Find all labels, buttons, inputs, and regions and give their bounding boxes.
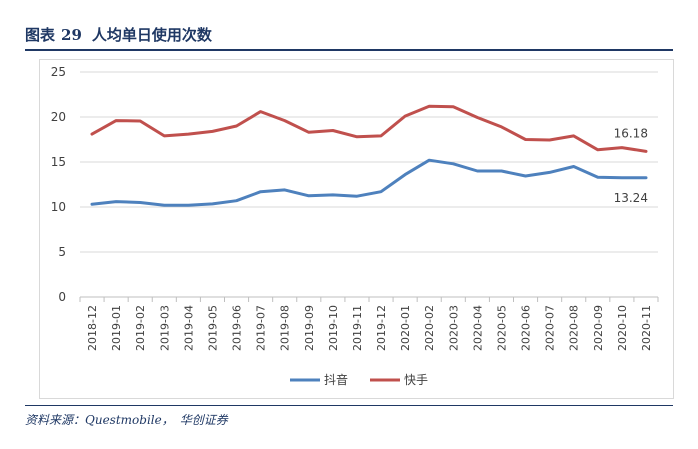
x-tick-label: 2020-05 (495, 305, 508, 351)
y-tick-label: 15 (51, 155, 66, 169)
x-tick-label: 2020-08 (568, 305, 581, 351)
x-tick-label: 2019-05 (206, 305, 219, 351)
figure-number: 29 (61, 26, 82, 44)
x-tick-label: 2019-09 (303, 305, 316, 351)
figure-caption: 人均单日使用次数 (91, 26, 212, 44)
x-tick-label: 2020-11 (640, 305, 653, 351)
x-tick-label: 2019-11 (351, 305, 364, 351)
y-tick-label: 0 (58, 290, 66, 304)
x-tick-label: 2020-04 (471, 305, 484, 351)
legend-label: 抖音 (324, 372, 348, 387)
title-rule (25, 49, 673, 51)
x-tick-label: 2020-02 (423, 305, 436, 351)
y-tick-label: 5 (58, 245, 66, 259)
x-tick-label: 2020-06 (520, 305, 533, 351)
figure-title: 图表 29 人均单日使用次数 (25, 24, 212, 45)
chart-frame (39, 59, 674, 399)
y-tick-label: 25 (51, 65, 66, 79)
series-line-1 (90, 158, 648, 207)
data-label: 16.18 (614, 126, 648, 140)
y-tick-label: 20 (51, 110, 66, 124)
x-tick-label: 2018-12 (86, 305, 99, 351)
figure-label: 图表 (25, 26, 56, 44)
x-tick-label: 2019-12 (375, 305, 388, 351)
x-tick-label: 2019-10 (327, 305, 340, 351)
series-line-2 (90, 104, 648, 153)
x-tick-label: 2020-01 (399, 305, 412, 351)
source-rule (25, 405, 673, 406)
x-tick-label: 2019-07 (255, 305, 268, 351)
data-label: 13.24 (614, 191, 648, 205)
x-tick-label: 2020-09 (592, 305, 605, 351)
x-tick-label: 2020-07 (544, 305, 557, 351)
source-text: Questmobile， (85, 413, 174, 427)
source-org: 华创证券 (179, 413, 228, 427)
x-tick-label: 2019-04 (182, 305, 195, 351)
source-note: 资料来源：Questmobile， 华创证券 (25, 411, 228, 428)
x-tick-label: 2019-03 (158, 305, 171, 351)
legend-label: 快手 (404, 373, 428, 387)
x-tick-label: 2019-01 (110, 305, 123, 351)
source-label: 资料来源： (25, 413, 86, 427)
x-tick-label: 2020-03 (447, 305, 460, 351)
x-tick-label: 2019-06 (231, 305, 244, 351)
y-tick-label: 10 (51, 200, 66, 214)
x-tick-label: 2020-10 (616, 305, 629, 351)
x-tick-label: 2019-02 (134, 305, 147, 351)
x-tick-label: 2019-08 (279, 305, 292, 351)
